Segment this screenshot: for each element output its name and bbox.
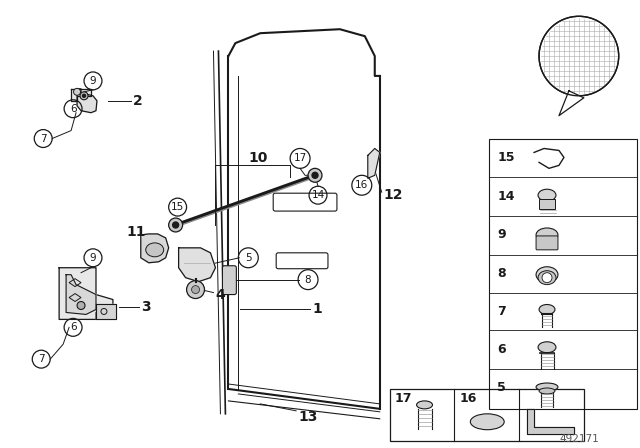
Text: 8: 8 — [305, 275, 312, 284]
Text: 9: 9 — [90, 253, 96, 263]
Text: 4: 4 — [216, 288, 225, 302]
FancyBboxPatch shape — [223, 266, 236, 294]
Ellipse shape — [539, 388, 555, 394]
Text: 1: 1 — [312, 302, 322, 316]
Circle shape — [308, 168, 322, 182]
Ellipse shape — [538, 342, 556, 353]
Circle shape — [169, 218, 182, 232]
Polygon shape — [66, 275, 96, 314]
Circle shape — [542, 273, 552, 283]
Ellipse shape — [417, 401, 433, 409]
Text: 6: 6 — [70, 323, 76, 332]
Text: 14: 14 — [497, 190, 515, 202]
Text: 9: 9 — [90, 76, 96, 86]
Ellipse shape — [536, 228, 558, 242]
Polygon shape — [71, 89, 91, 101]
Text: 492171: 492171 — [559, 434, 599, 444]
Text: 16: 16 — [460, 392, 477, 405]
Text: 15: 15 — [171, 202, 184, 212]
Polygon shape — [96, 305, 116, 319]
Circle shape — [77, 302, 85, 310]
Circle shape — [312, 172, 318, 178]
Text: 15: 15 — [497, 151, 515, 164]
Text: 6: 6 — [497, 343, 506, 356]
Text: 3: 3 — [141, 301, 150, 314]
Ellipse shape — [536, 267, 558, 283]
Ellipse shape — [539, 305, 555, 314]
Polygon shape — [368, 148, 380, 178]
Circle shape — [539, 16, 619, 96]
FancyBboxPatch shape — [539, 199, 555, 209]
Text: 12: 12 — [384, 188, 403, 202]
Ellipse shape — [536, 383, 558, 391]
Circle shape — [74, 88, 81, 95]
Ellipse shape — [146, 243, 164, 257]
Ellipse shape — [470, 414, 504, 430]
Circle shape — [187, 280, 205, 298]
Text: 14: 14 — [312, 190, 324, 200]
Polygon shape — [527, 409, 574, 434]
Text: 11: 11 — [127, 225, 147, 239]
Text: 8: 8 — [497, 267, 506, 280]
Text: 9: 9 — [497, 228, 506, 241]
Circle shape — [191, 286, 200, 293]
Text: 7: 7 — [38, 354, 45, 364]
Text: 6: 6 — [70, 104, 76, 114]
Text: 5: 5 — [497, 382, 506, 395]
Polygon shape — [559, 91, 584, 116]
Ellipse shape — [538, 189, 556, 201]
Polygon shape — [59, 268, 113, 319]
Polygon shape — [179, 248, 216, 282]
Circle shape — [83, 95, 86, 97]
Circle shape — [173, 222, 179, 228]
Text: 10: 10 — [248, 151, 268, 165]
Text: 2: 2 — [133, 94, 143, 108]
Ellipse shape — [538, 271, 556, 284]
Text: 13: 13 — [298, 410, 317, 424]
Text: 16: 16 — [355, 180, 369, 190]
Text: 7: 7 — [40, 134, 47, 143]
Circle shape — [80, 92, 88, 100]
Text: 5: 5 — [245, 253, 252, 263]
Polygon shape — [141, 234, 169, 263]
Text: 7: 7 — [497, 305, 506, 318]
Polygon shape — [77, 89, 97, 113]
Text: 17: 17 — [294, 153, 307, 164]
Text: 17: 17 — [395, 392, 412, 405]
FancyBboxPatch shape — [536, 236, 558, 250]
